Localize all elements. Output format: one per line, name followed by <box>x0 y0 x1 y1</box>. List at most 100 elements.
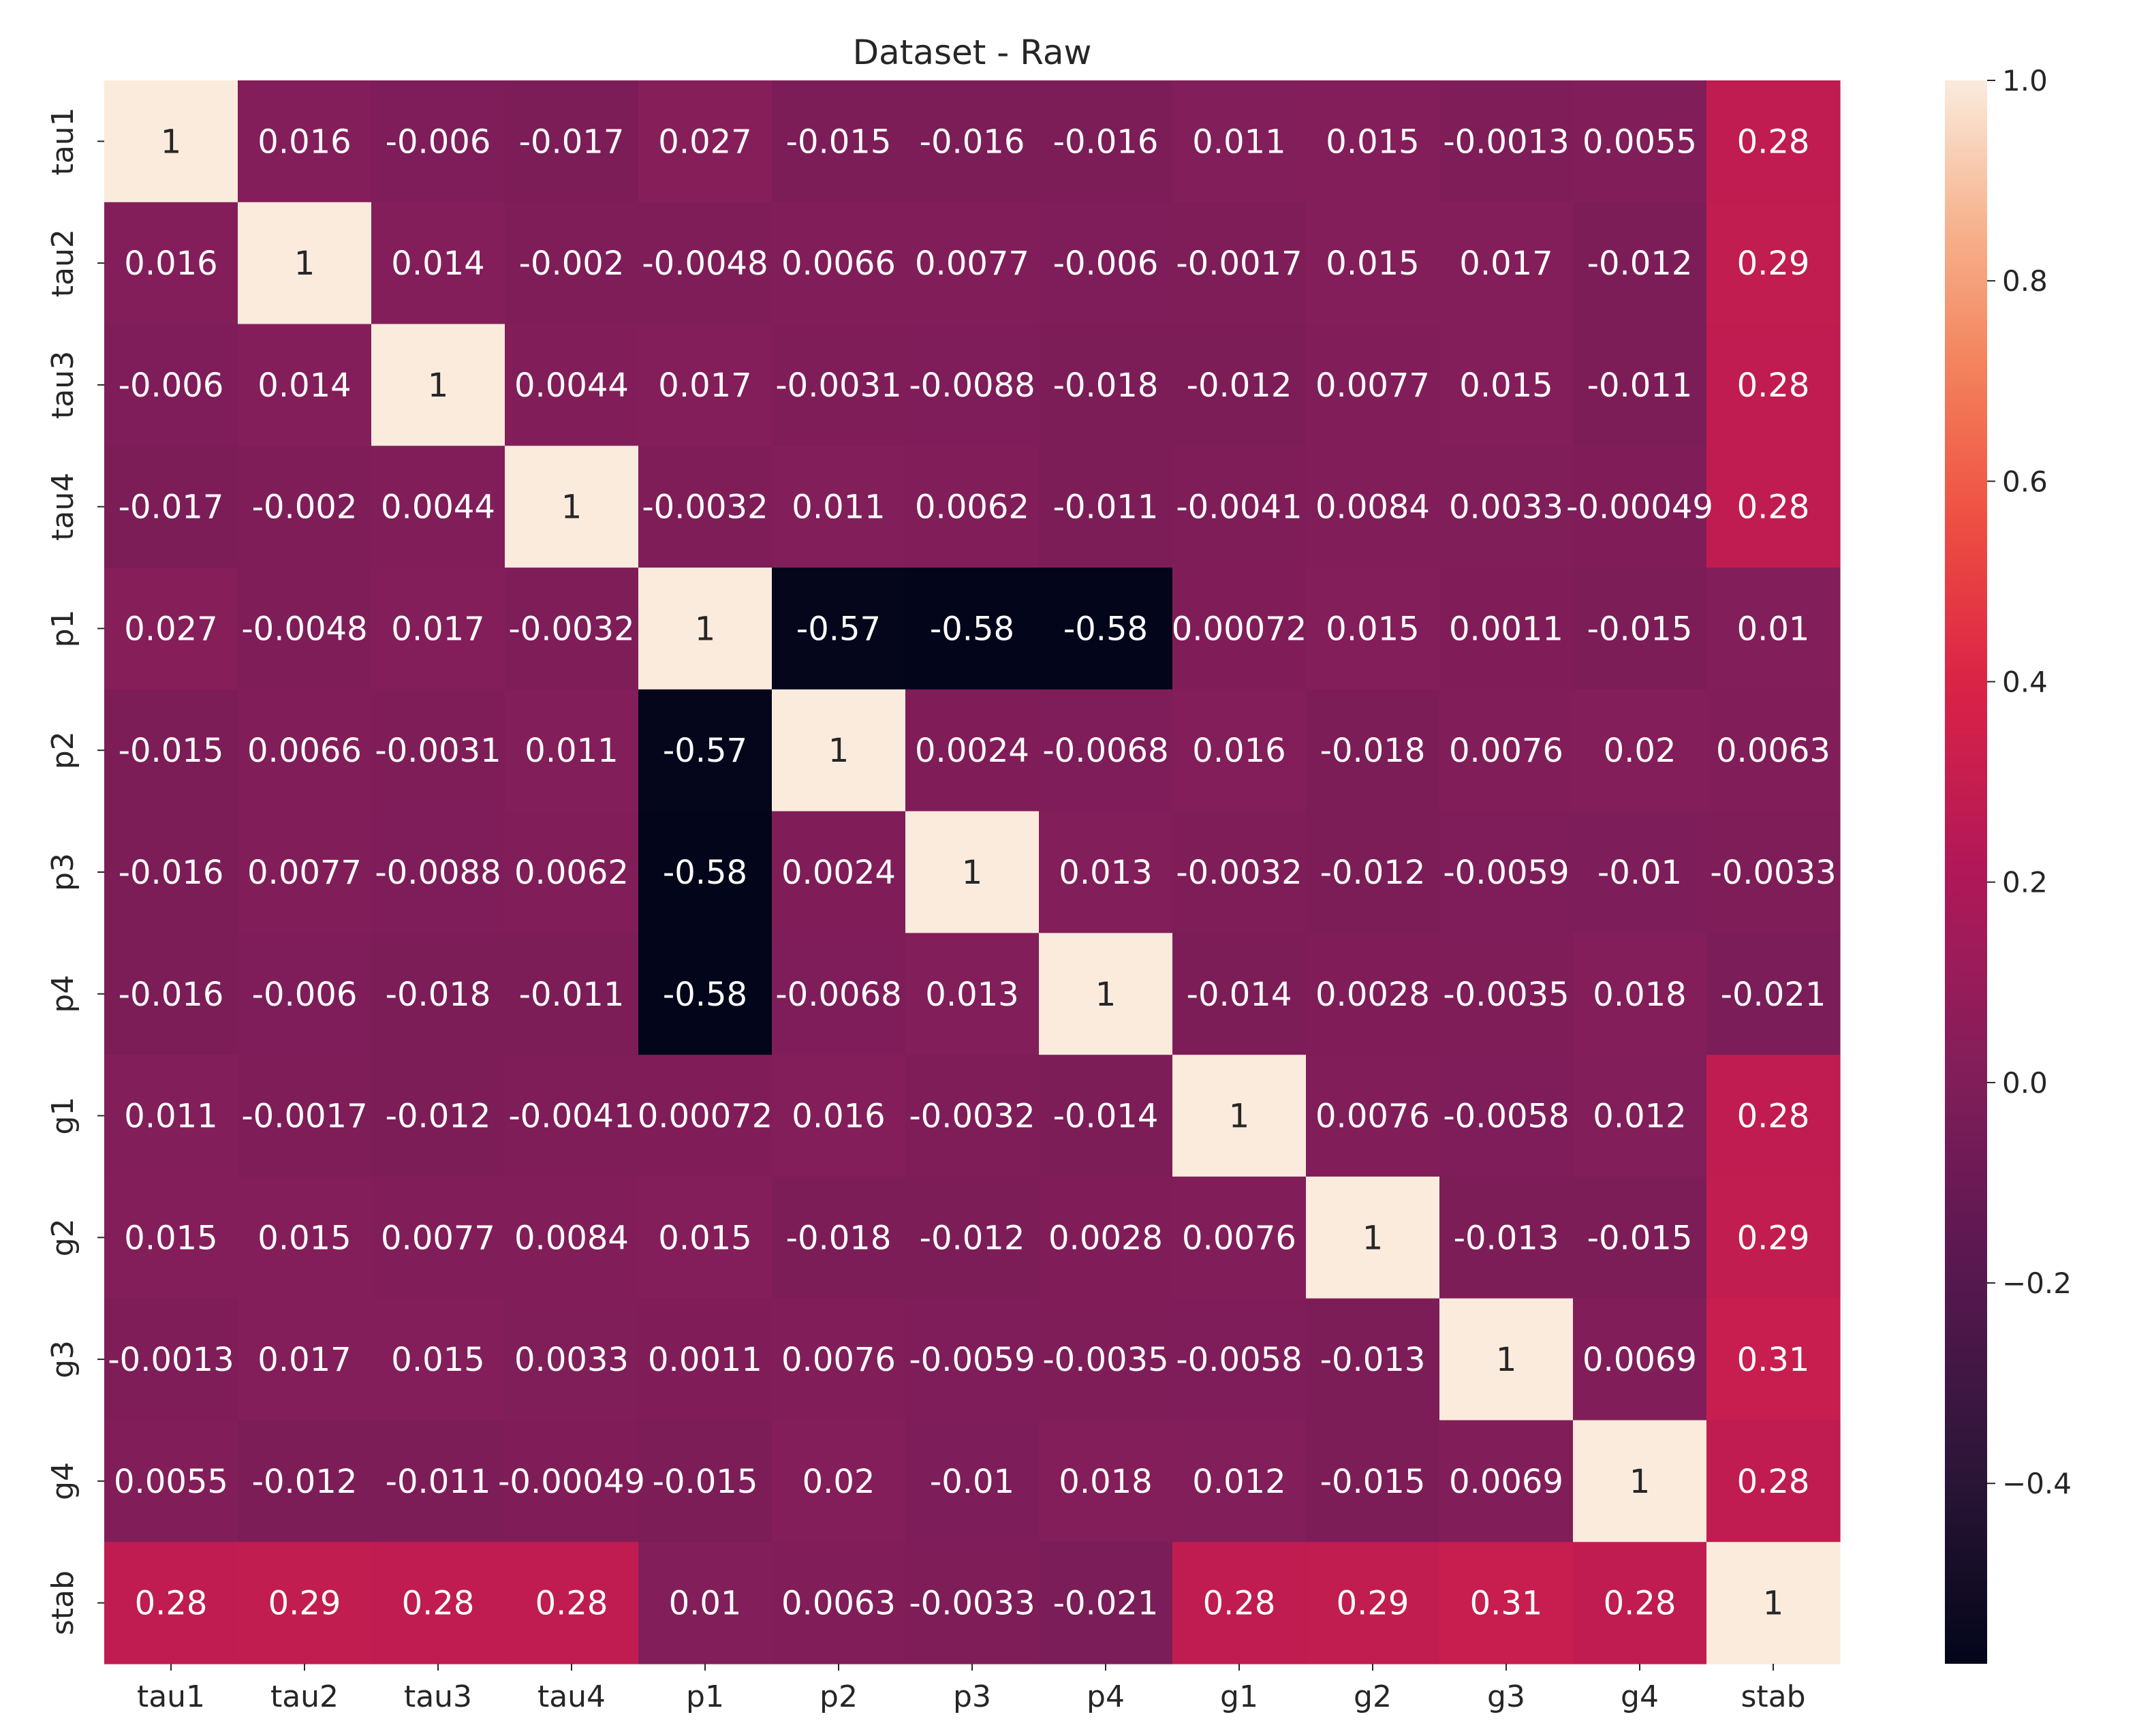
heatmap-cell-tau3-tau2 <box>238 324 372 446</box>
heatmap-cell-tau2-tau2 <box>238 202 372 325</box>
heatmap-cell-p2-g2 <box>1306 689 1440 812</box>
heatmap-cell-p3-tau4 <box>505 811 639 933</box>
heatmap-cell-tau1-p3 <box>905 80 1040 203</box>
heatmap-cell-tau4-g1 <box>1172 446 1307 568</box>
heatmap-cell-p3-p4 <box>1039 811 1173 933</box>
cell-value-tau3-p2: -0.0031 <box>775 367 901 405</box>
heatmap-cell-stab-tau1 <box>104 1542 238 1664</box>
cell-value-stab-p4: -0.021 <box>1053 1585 1159 1623</box>
heatmap-cell-tau2-g2 <box>1306 202 1440 325</box>
cell-value-g3-g4: 0.0069 <box>1582 1341 1697 1379</box>
cell-value-g3-tau2: 0.017 <box>258 1341 351 1379</box>
cell-value-g2-tau2: 0.015 <box>258 1219 351 1257</box>
cell-value-tau2-p3: 0.0077 <box>915 245 1029 283</box>
heatmap-cell-tau2-tau1 <box>104 202 238 325</box>
heatmap-cell-p4-tau2 <box>238 933 372 1055</box>
heatmap-cell-g1-g1 <box>1172 1055 1307 1177</box>
heatmap-cell-stab-tau3 <box>371 1542 505 1664</box>
cell-value-p2-tau4: 0.011 <box>525 732 618 770</box>
heatmap-cell-p2-p2 <box>772 689 906 812</box>
cell-value-g3-g1: -0.0058 <box>1176 1341 1302 1379</box>
cell-value-tau2-tau1: 0.016 <box>124 245 217 283</box>
heatmap-cell-tau1-tau4 <box>505 80 639 203</box>
heatmap-cell-tau3-g3 <box>1439 324 1574 446</box>
cell-value-tau4-g2: 0.0084 <box>1315 489 1430 527</box>
colorbar-tick-label: 0.2 <box>2002 866 2048 899</box>
x-tick-label-g1: g1 <box>1220 1679 1258 1714</box>
heatmap-cell-p2-p3 <box>905 689 1040 812</box>
cell-value-tau2-g1: -0.0017 <box>1176 245 1302 283</box>
cell-value-tau4-g1: -0.0041 <box>1176 489 1302 527</box>
heatmap-cell-g1-tau3 <box>371 1055 505 1177</box>
cell-value-tau2-g2: 0.015 <box>1326 245 1419 283</box>
cell-value-p4-tau3: -0.018 <box>386 976 491 1014</box>
cell-value-tau2-stab: 0.29 <box>1737 245 1810 283</box>
heatmap-cell-tau2-g4 <box>1573 202 1707 325</box>
cell-value-g4-g4: 1 <box>1629 1463 1651 1501</box>
heatmap-cell-p1-g4 <box>1573 568 1707 690</box>
heatmap-cell-g3-g4 <box>1573 1298 1707 1421</box>
cell-value-g4-tau4: -0.00049 <box>498 1463 645 1501</box>
cell-value-p3-g1: -0.0032 <box>1176 854 1302 892</box>
cell-value-g4-tau2: -0.012 <box>252 1463 358 1501</box>
chart-title: Dataset - Raw <box>853 33 1092 72</box>
cell-value-tau4-tau3: 0.0044 <box>381 489 495 527</box>
cell-value-tau3-p3: -0.0088 <box>909 367 1035 405</box>
heatmap-cell-g4-tau1 <box>104 1420 238 1543</box>
cell-value-tau3-tau3: 1 <box>428 367 449 405</box>
y-tick-label-g1: g1 <box>46 1097 80 1135</box>
cell-value-p4-p4: 1 <box>1095 976 1117 1014</box>
cell-value-g1-g2: 0.0076 <box>1315 1098 1430 1136</box>
x-tick-label-tau4: tau4 <box>537 1679 606 1714</box>
cell-value-p2-p4: -0.0068 <box>1042 732 1168 770</box>
heatmap-cell-g2-p3 <box>905 1176 1040 1299</box>
y-tick-label-p1: p1 <box>46 609 80 647</box>
colorbar-tick-label: 1.0 <box>2002 64 2048 97</box>
cell-value-p1-g1: 0.00072 <box>1172 610 1307 648</box>
cell-value-p1-p2: -0.57 <box>796 610 881 648</box>
heatmap-cell-tau1-stab <box>1706 80 1841 203</box>
cell-value-g3-g2: -0.013 <box>1320 1341 1426 1379</box>
heatmap-cell-tau4-tau3 <box>371 446 505 568</box>
heatmap-cell-p4-p3 <box>905 933 1040 1055</box>
cell-value-tau3-p1: 0.017 <box>658 367 751 405</box>
cell-value-p3-tau3: -0.0088 <box>375 854 501 892</box>
heatmap-cell-p1-g3 <box>1439 568 1574 690</box>
cell-value-p2-g3: 0.0076 <box>1449 732 1563 770</box>
heatmap-cell-tau3-p1 <box>638 324 773 446</box>
cell-value-p3-stab: -0.0033 <box>1710 854 1836 892</box>
x-tick-label-g4: g4 <box>1621 1679 1659 1714</box>
heatmap-cell-g4-p2 <box>772 1420 906 1543</box>
cell-value-p2-g2: -0.018 <box>1320 732 1426 770</box>
heatmap-cell-g4-tau4 <box>505 1420 639 1543</box>
heatmap-cell-g3-p1 <box>638 1298 773 1421</box>
colorbar: 1.0 0.8 0.6 0.4 0.2 0.0 −0.2 −0.4 <box>1945 64 2072 1664</box>
cell-value-p4-tau1: -0.016 <box>119 976 224 1014</box>
heatmap-cell-tau1-tau3 <box>371 80 505 203</box>
cell-value-tau3-g1: -0.012 <box>1187 367 1292 405</box>
heatmap-cell-p4-tau1 <box>104 933 238 1055</box>
cell-value-stab-stab: 1 <box>1763 1585 1784 1623</box>
cell-value-tau1-stab: 0.28 <box>1737 123 1810 161</box>
x-tick-label-g2: g2 <box>1354 1679 1392 1714</box>
cell-value-g2-p2: -0.018 <box>786 1219 892 1257</box>
heatmap-cell-tau3-g1 <box>1172 324 1307 446</box>
heatmap-cell-tau1-p4 <box>1039 80 1173 203</box>
heatmap-cell-g2-p2 <box>772 1176 906 1299</box>
cell-value-g1-p4: -0.014 <box>1053 1098 1159 1136</box>
heatmap-cell-p2-tau2 <box>238 689 372 812</box>
cell-value-g3-tau3: 0.015 <box>391 1341 484 1379</box>
cell-value-p2-p2: 1 <box>828 732 849 770</box>
heatmap-cell-g1-stab <box>1706 1055 1841 1177</box>
y-tick-label-g4: g4 <box>46 1462 80 1500</box>
cell-value-g2-p3: -0.012 <box>920 1219 1025 1257</box>
heatmap-cell-p1-tau4 <box>505 568 639 690</box>
cell-value-tau4-tau1: -0.017 <box>119 489 224 527</box>
cell-value-g2-g2: 1 <box>1362 1219 1384 1257</box>
heatmap-cell-tau4-stab <box>1706 446 1841 568</box>
cell-value-tau1-p2: -0.015 <box>786 123 892 161</box>
cell-value-g2-tau1: 0.015 <box>124 1219 217 1257</box>
heatmap-cell-g1-g2 <box>1306 1055 1440 1177</box>
x-tick-label-p1: p1 <box>686 1679 724 1714</box>
cell-value-tau4-p4: -0.011 <box>1053 489 1159 527</box>
